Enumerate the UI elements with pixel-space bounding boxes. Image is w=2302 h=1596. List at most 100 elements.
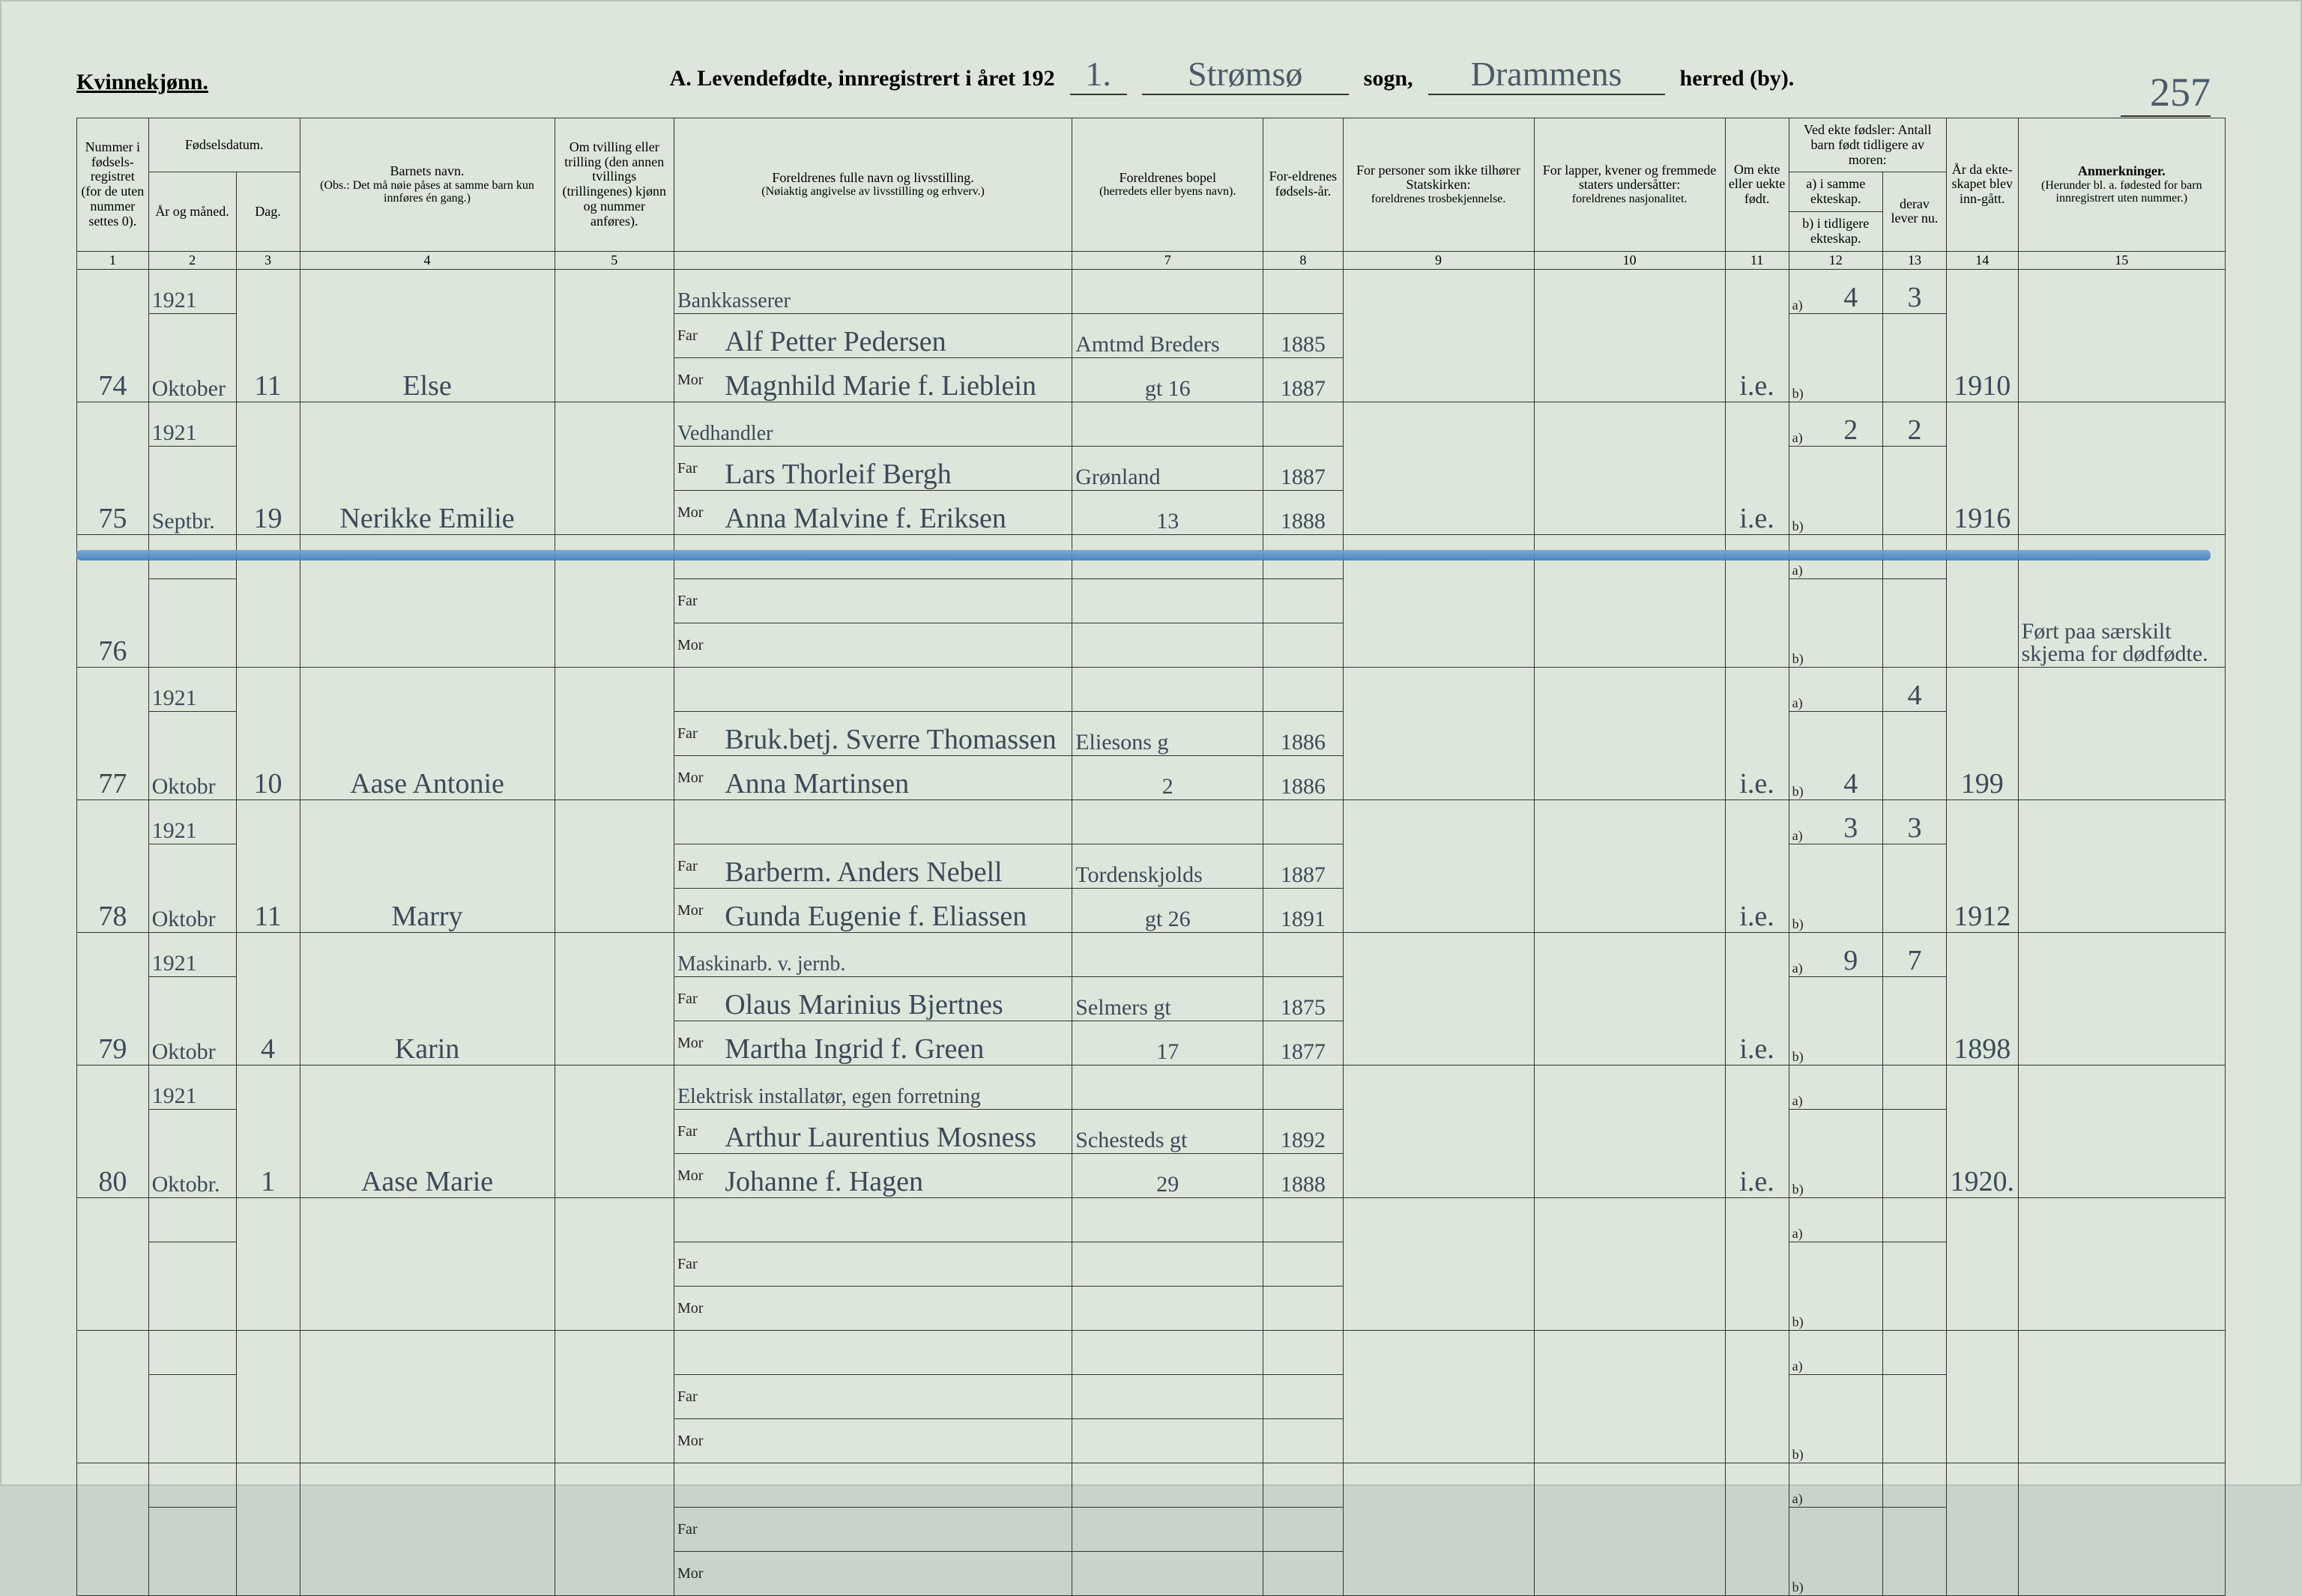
cell-lever-blank [1882,844,1946,933]
hdr-13: derav lever nu. [1882,172,1946,251]
cell-year: 1921 [148,270,236,314]
cell-lever-blank [1882,579,1946,668]
label-far: Far [674,579,722,623]
cell-num [77,1331,149,1463]
cell-married [1946,1463,2018,1596]
cell-far-res: Tordenskjolds [1072,844,1263,889]
year-suffix: 1. [1070,54,1127,95]
label-far: Far [674,844,722,889]
cell-far-name: Olaus Marinius Bjertnes [722,977,1072,1021]
cell-b [1819,579,1882,668]
cell-occupation [674,800,1072,844]
cell-far-name: Arthur Laurentius Mosness [722,1110,1072,1154]
colnum: 7 [1072,251,1263,270]
table-row-occ: 77 1921 10 Aase Antonie i.e. a) 4 199 [77,668,2226,712]
hdr-notes-note: (Herunder bl. a. fødested for barn innre… [2022,179,2222,205]
cell-married: 1898 [1946,933,2018,1065]
hdr-parents: Foreldrenes fulle navn og livsstilling. … [674,118,1072,252]
cell-year: 1921 [148,800,236,844]
label-far: Far [674,1375,722,1419]
cell-far-name: Lars Thorleif Bergh [722,447,1072,491]
table-row-occ: a) [77,1198,2226,1242]
table-row-occ: 75 1921 19 Nerikke Emilie Vedhandler i.e… [77,402,2226,447]
label-far: Far [674,447,722,491]
cell-childname: Else [300,270,555,402]
cell-note [2018,1198,2225,1331]
colnum: 3 [236,251,300,270]
cell-b [1819,977,1882,1065]
cell-year-blank [1263,270,1343,314]
cell-married: 199 [1946,668,2018,800]
hdr-12a: a) i samme ekteskap. [1789,172,1882,212]
cell-twin [555,1463,674,1596]
cell-nationality [1534,1331,1725,1463]
cell-far-res: Schesteds gt [1072,1110,1263,1154]
label-mor: Mor [674,491,722,535]
cell-married [1946,1331,2018,1463]
cell-day [236,1198,300,1331]
cell-lever [1882,1463,1946,1508]
cell-year-blank [1263,668,1343,712]
herred-label: herred (by). [1680,66,1795,91]
colnum: 15 [2018,251,2225,270]
cell-note [2018,1331,2225,1463]
cell-a [1819,1331,1882,1375]
cell-note [2018,270,2225,402]
colnum: 4 [300,251,555,270]
cell-far-name [722,1242,1072,1287]
cell-a: 9 [1819,933,1882,977]
cell-num [77,1198,149,1331]
colnum: 13 [1882,251,1946,270]
colnum: 11 [1725,251,1789,270]
cell-far-name [722,1375,1072,1419]
cell-religion [1343,1198,1534,1331]
hdr-date: Fødselsdatum. [148,118,300,172]
cell-b-label: b) [1789,1508,1819,1596]
cell-occupation: Vedhandler [674,402,1072,447]
hdr-12b: b) i tidligere ekteskap. [1789,211,1882,251]
register-page: Kvinnekjønn. A. Levendefødte, innregistr… [0,0,2302,1486]
cell-b: 4 [1819,712,1882,800]
cell-note [2018,668,2225,800]
cell-b [1819,1508,1882,1596]
cell-mor-name [722,1552,1072,1596]
page-header: Kvinnekjønn. A. Levendefødte, innregistr… [76,54,2226,95]
cell-day: 4 [236,933,300,1065]
label-far: Far [674,1242,722,1287]
hdr-residence: Foreldrenes bopel (herredets eller byens… [1072,118,1263,252]
cell-day: 11 [236,270,300,402]
hdr-name-note: (Obs.: Det må nøie påses at samme barn k… [303,179,552,205]
page-number: 257 [2121,69,2211,117]
cell-twin [555,1331,674,1463]
cell-a [1819,1198,1882,1242]
colnum [674,251,1072,270]
cell-twin [555,933,674,1065]
cell-month: Oktobr. [148,1110,236,1198]
cell-mor-name [722,1287,1072,1331]
cell-far-year: 1887 [1263,447,1343,491]
cell-nationality [1534,1198,1725,1331]
hdr-nat-note: foreldrenes nasjonalitet. [1538,193,1722,206]
cell-b-label: b) [1789,1242,1819,1331]
hdr-ekte: Om ekte eller uekte født. [1725,118,1789,252]
cell-nationality [1534,800,1725,933]
cell-mor-name: Anna Malvine f. Eriksen [722,491,1072,535]
herred-value: Drammens [1428,54,1665,95]
cell-far-res: Amtmd Breders [1072,314,1263,358]
cell-note [2018,933,2225,1065]
cell-month [148,1508,236,1596]
cell-year-blank [1263,1198,1343,1242]
cell-mor-res: gt 16 [1072,358,1263,402]
cell-lever-blank [1882,1508,1946,1596]
cell-res-blank [1072,800,1263,844]
hdr-name-top: Barnets navn. [303,164,552,179]
cell-month [148,579,236,668]
cell-married: 1912 [1946,800,2018,933]
hdr-notes-top: Anmerkninger. [2022,164,2222,179]
cell-mor-year: 1887 [1263,358,1343,402]
colnum: 10 [1534,251,1725,270]
cell-married [1946,1198,2018,1331]
cell-res-blank [1072,270,1263,314]
cell-ekte: i.e. [1725,270,1789,402]
hdr-name: Barnets navn. (Obs.: Det må nøie påses a… [300,118,555,252]
